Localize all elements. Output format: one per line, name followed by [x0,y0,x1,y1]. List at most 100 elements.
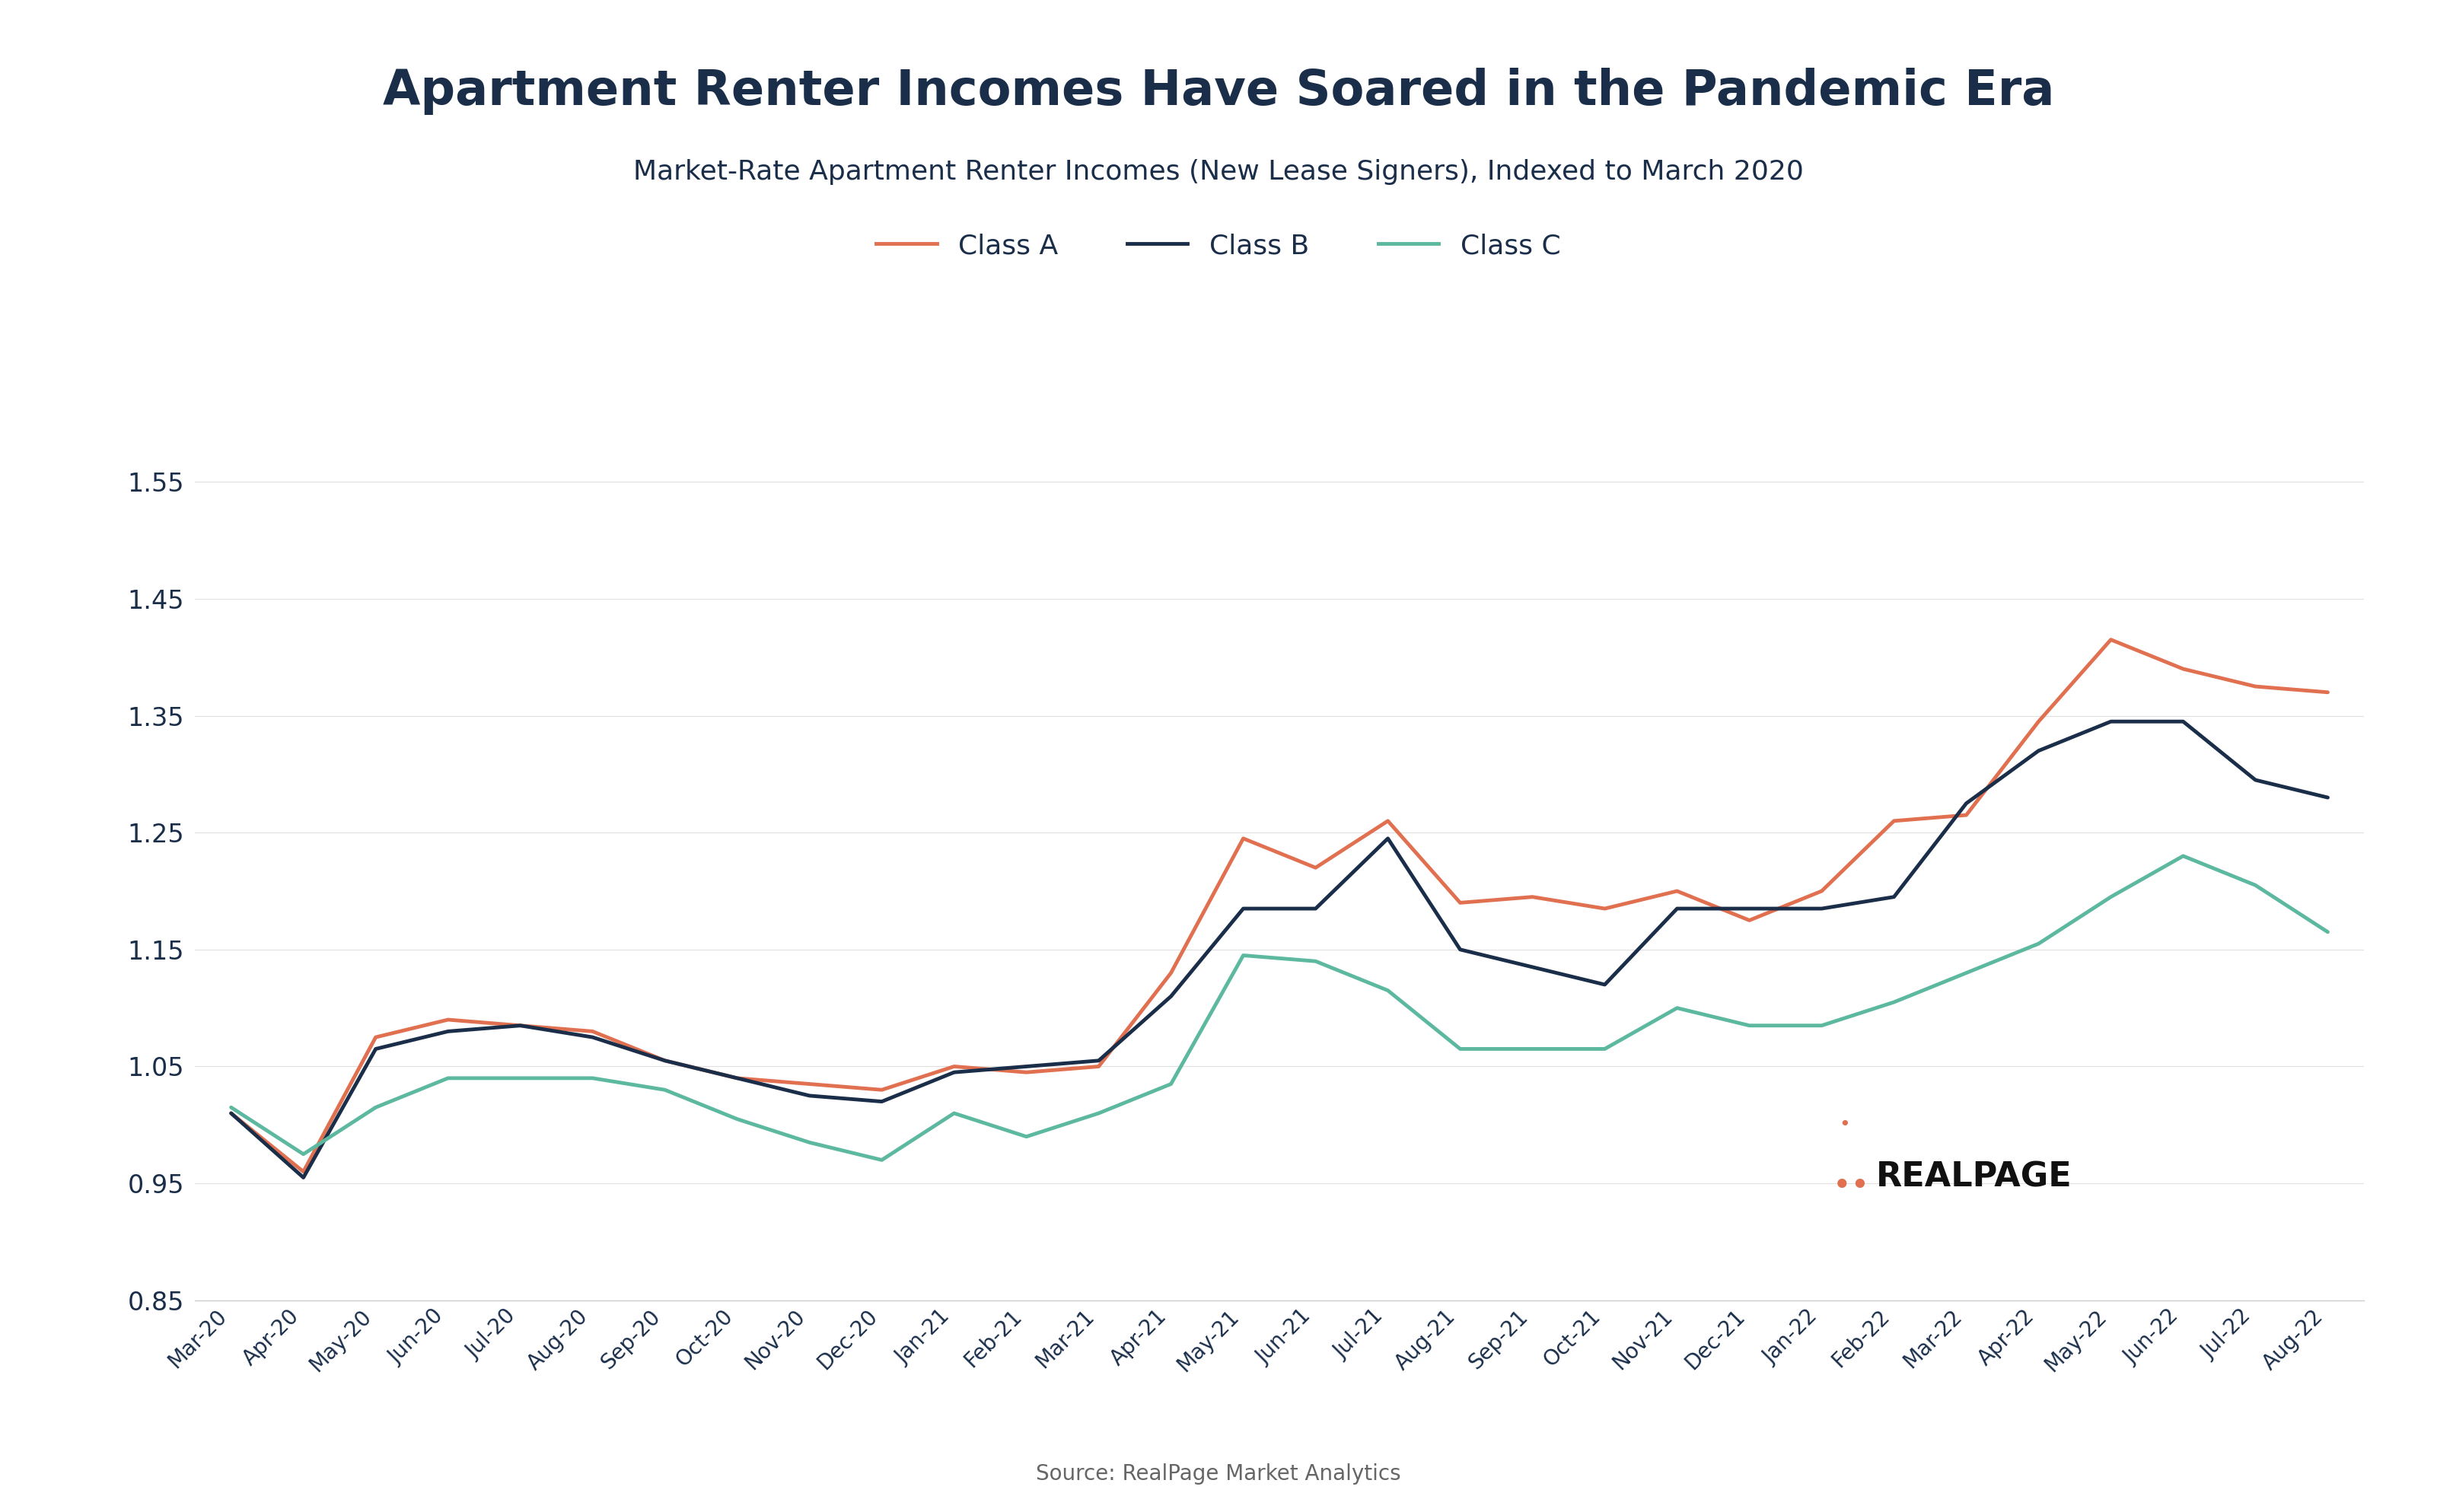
Class A [1879,812,1908,830]
Class A [1952,806,1981,824]
Class B [1084,1051,1114,1069]
Class B [1301,900,1331,918]
Class B [868,1093,897,1111]
Class B [290,1169,317,1187]
Class C [507,1069,536,1087]
Line: Class B: Class B [232,721,2327,1178]
Class B [2169,712,2198,730]
Text: Apartment Renter Incomes Have Soared in the Pandemic Era: Apartment Renter Incomes Have Soared in … [383,68,2054,115]
Class A [941,1057,970,1075]
Class B [2242,771,2271,789]
Class B [1952,794,1981,812]
Class B [1518,959,1547,977]
Class C [2169,847,2198,865]
Class C [361,1098,390,1116]
Text: Source: RealPage Market Analytics: Source: RealPage Market Analytics [1036,1464,1401,1485]
Class C [868,1151,897,1169]
Class A [1518,888,1547,906]
Class B [1158,987,1187,1005]
Class C [2096,888,2125,906]
Class C [1591,1040,1621,1058]
Class C [2242,875,2271,894]
Line: Class A: Class A [232,640,2327,1172]
Class A [217,1104,246,1122]
Class B [1879,888,1908,906]
Class C [217,1098,246,1116]
Class C [290,1145,317,1163]
Class C [1228,947,1257,965]
Text: ••: •• [1833,1170,1869,1202]
Class C [941,1104,970,1122]
Class C [794,1134,824,1152]
Class B [1808,900,1837,918]
Class A [2313,683,2342,702]
Class B [2025,742,2054,761]
Class A [651,1051,680,1069]
Class A [1158,963,1187,981]
Class C [1952,963,1981,981]
Class C [1518,1040,1547,1058]
Class A [361,1028,390,1046]
Class C [1879,993,1908,1012]
Class B [434,1022,463,1040]
Class C [1084,1104,1114,1122]
Class A [794,1075,824,1093]
Class A [434,1010,463,1028]
Legend: Class A, Class B, Class C: Class A, Class B, Class C [877,233,1560,259]
Class A [507,1016,536,1034]
Class A [1445,894,1474,912]
Class B [1011,1057,1041,1075]
Class A [1084,1057,1114,1075]
Class B [724,1069,753,1087]
Class C [1662,999,1691,1018]
Line: Class C: Class C [232,856,2327,1160]
Class B [578,1028,607,1046]
Class C [434,1069,463,1087]
Text: REALPAGE: REALPAGE [1876,1161,2071,1194]
Class B [1735,900,1764,918]
Class B [507,1016,536,1034]
Class A [578,1022,607,1040]
Class C [724,1110,753,1128]
Class B [217,1104,246,1122]
Class B [1662,900,1691,918]
Class A [2025,712,2054,730]
Class A [1301,859,1331,877]
Class A [290,1163,317,1181]
Class A [1735,912,1764,930]
Text: •: • [1840,1116,1850,1134]
Class A [2096,631,2125,649]
Class C [1158,1075,1187,1093]
Class A [1011,1063,1041,1081]
Class C [578,1069,607,1087]
Class A [1808,881,1837,900]
Text: Market-Rate Apartment Renter Incomes (New Lease Signers), Indexed to March 2020: Market-Rate Apartment Renter Incomes (Ne… [634,159,1803,184]
Class B [1445,940,1474,959]
Class B [941,1063,970,1081]
Class A [2169,659,2198,677]
Class B [2313,788,2342,806]
Class C [1301,953,1331,971]
Class C [1735,1016,1764,1034]
Class C [1808,1016,1837,1034]
Class C [1445,1040,1474,1058]
Class C [2025,934,2054,953]
Class C [1374,981,1404,999]
Class A [868,1081,897,1099]
Class A [1228,830,1257,848]
Class C [2313,922,2342,940]
Class A [1374,812,1404,830]
Class A [724,1069,753,1087]
Class A [1662,881,1691,900]
Class A [2242,677,2271,696]
Class B [361,1040,390,1058]
Class B [1228,900,1257,918]
Class C [1011,1128,1041,1146]
Class B [1374,830,1404,848]
Class C [651,1081,680,1099]
Class B [2096,712,2125,730]
Class B [794,1087,824,1105]
Class A [1591,900,1621,918]
Class B [651,1051,680,1069]
Class B [1591,975,1621,993]
